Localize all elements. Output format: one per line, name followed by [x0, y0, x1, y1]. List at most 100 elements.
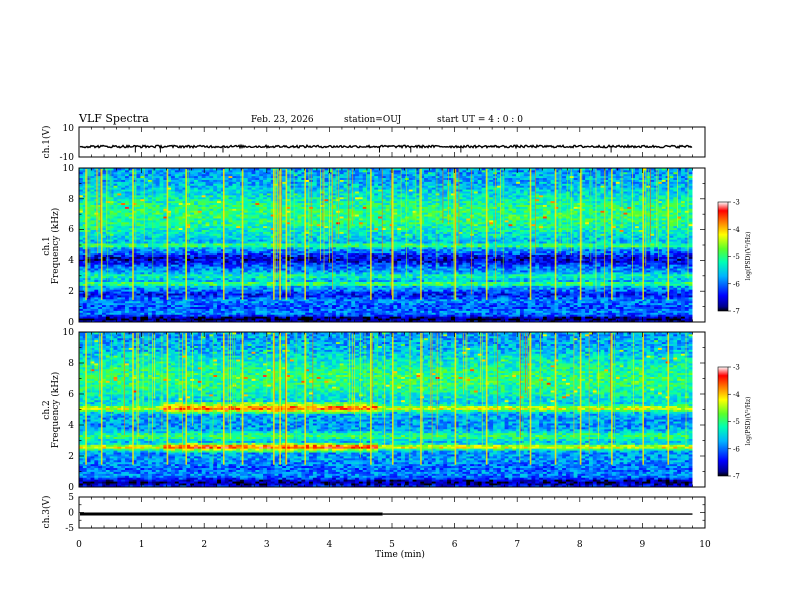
- spectrogram-cell: [205, 275, 210, 279]
- spectrogram-cell: [489, 281, 494, 284]
- spectrogram-cell: [519, 279, 525, 282]
- spectrogram-cell: [393, 289, 398, 292]
- spectrogram-cell: [684, 312, 690, 315]
- spectrogram-cell: [243, 318, 249, 321]
- spectrogram-cell: [535, 316, 540, 319]
- spectrogram-cell: [266, 304, 272, 308]
- spectrogram-cell: [458, 312, 463, 315]
- spectrogram-cell: [462, 320, 467, 323]
- spectrogram-cell: [297, 291, 302, 294]
- spectrogram-cell: [289, 281, 295, 284]
- spectrogram-cell: [79, 279, 84, 282]
- spectrogram-cell: [680, 277, 686, 281]
- spectrogram-cell: [569, 318, 575, 321]
- spectrogram-cell: [393, 316, 398, 319]
- spectrogram-cell: [443, 306, 448, 309]
- spectrogram-cell: [646, 295, 651, 298]
- spectrogram-cell: [393, 314, 398, 317]
- spectrogram-cell: [669, 316, 674, 319]
- spectrogram-cell: [458, 316, 463, 319]
- spectrogram-cell: [412, 312, 417, 315]
- spectrogram-cell: [677, 310, 682, 313]
- spectrogram-cell: [585, 306, 590, 309]
- spectrogram-cell: [654, 302, 659, 306]
- spectrogram-cell: [263, 312, 268, 315]
- spectrogram-cell: [86, 285, 91, 288]
- spectrogram-cell: [611, 300, 617, 304]
- spectrogram-cell: [109, 295, 114, 298]
- spectrogram-cell: [79, 302, 84, 306]
- spectrogram-cell: [194, 291, 199, 294]
- spectrogram-cell: [588, 302, 594, 306]
- spectrogram-cell: [194, 316, 199, 319]
- spectrogram-cell: [539, 300, 544, 304]
- spectrogram-cell: [439, 279, 444, 282]
- spectrogram-cell: [312, 281, 318, 284]
- spectrogram-cell: [79, 287, 84, 290]
- spectrogram-cell: [286, 320, 291, 323]
- spectrogram-cell: [581, 318, 586, 321]
- spectrogram-cell: [669, 298, 674, 302]
- spectrogram-cell: [362, 285, 367, 288]
- spectrogram-cell: [680, 302, 686, 306]
- spectrogram-cell: [573, 279, 578, 282]
- spectrogram-cell: [125, 312, 130, 315]
- spectrogram-cell: [631, 281, 636, 284]
- spectrogram-cell: [642, 310, 647, 313]
- spectrogram-cell: [113, 304, 118, 308]
- spectrogram-cell: [205, 285, 210, 288]
- spectrogram-cell: [535, 310, 540, 313]
- spectrogram-cell: [324, 298, 329, 302]
- spectrogram-cell: [611, 281, 617, 284]
- spectrogram-cell: [217, 306, 222, 309]
- spectrogram-cell: [431, 300, 436, 304]
- spectrogram-cell: [232, 285, 237, 288]
- spectrogram-cell: [397, 314, 402, 317]
- spectrogram-cell: [328, 302, 333, 306]
- spectrogram-cell: [619, 298, 624, 302]
- spectrogram-cell: [151, 281, 157, 284]
- spectrogram-cell: [324, 281, 329, 284]
- spectrogram-cell: [435, 279, 440, 282]
- spectrogram-cell: [654, 308, 659, 311]
- spectrogram-cell: [286, 306, 291, 309]
- spectrogram-cell: [117, 300, 122, 304]
- spectrogram-cell: [117, 298, 122, 302]
- spectrogram-cell: [615, 312, 621, 315]
- spectrogram-cell: [427, 296, 433, 300]
- spectrogram-cell: [424, 289, 429, 292]
- spectrogram-cell: [454, 304, 459, 308]
- spectrogram-cell: [155, 316, 160, 319]
- spectrogram-cell: [447, 298, 452, 302]
- spectrogram-cell: [646, 300, 651, 304]
- spectrogram-cell: [562, 320, 567, 323]
- spectrogram-cell: [324, 302, 329, 306]
- spectrogram-cell: [458, 291, 463, 294]
- spectrogram-cell: [293, 293, 298, 296]
- spectrogram-cell: [611, 295, 617, 298]
- spectrogram-cell: [140, 289, 145, 292]
- spectrogram-cell: [577, 314, 582, 317]
- spectrogram-cell: [412, 310, 417, 313]
- spectrogram-cell: [282, 298, 287, 302]
- spectrogram-cell: [508, 285, 513, 288]
- ch1-waveform-panel: 10 -10 ch.1(V): [41, 124, 706, 163]
- spectrogram-cell: [677, 306, 682, 309]
- spectrogram-cell: [412, 296, 417, 300]
- spectrogram-cell: [289, 293, 295, 296]
- spectrogram-cell: [650, 310, 655, 313]
- spectrogram-cell: [224, 306, 229, 309]
- spectrogram-cell: [512, 293, 517, 296]
- spectrogram-cell: [393, 304, 398, 308]
- spectrogram-cell: [385, 310, 390, 313]
- spectrogram-cell: [496, 308, 502, 311]
- spectrogram-cell: [194, 310, 199, 313]
- spectrogram-cell: [282, 310, 287, 313]
- spectrogram-cell: [554, 306, 559, 309]
- spectrogram-cell: [125, 279, 130, 282]
- spectrogram-cell: [251, 312, 256, 315]
- spectrogram-cell: [431, 277, 436, 281]
- spectrogram-cell: [213, 275, 218, 279]
- spectrogram-cell: [167, 283, 172, 286]
- spectrogram-cell: [481, 300, 486, 304]
